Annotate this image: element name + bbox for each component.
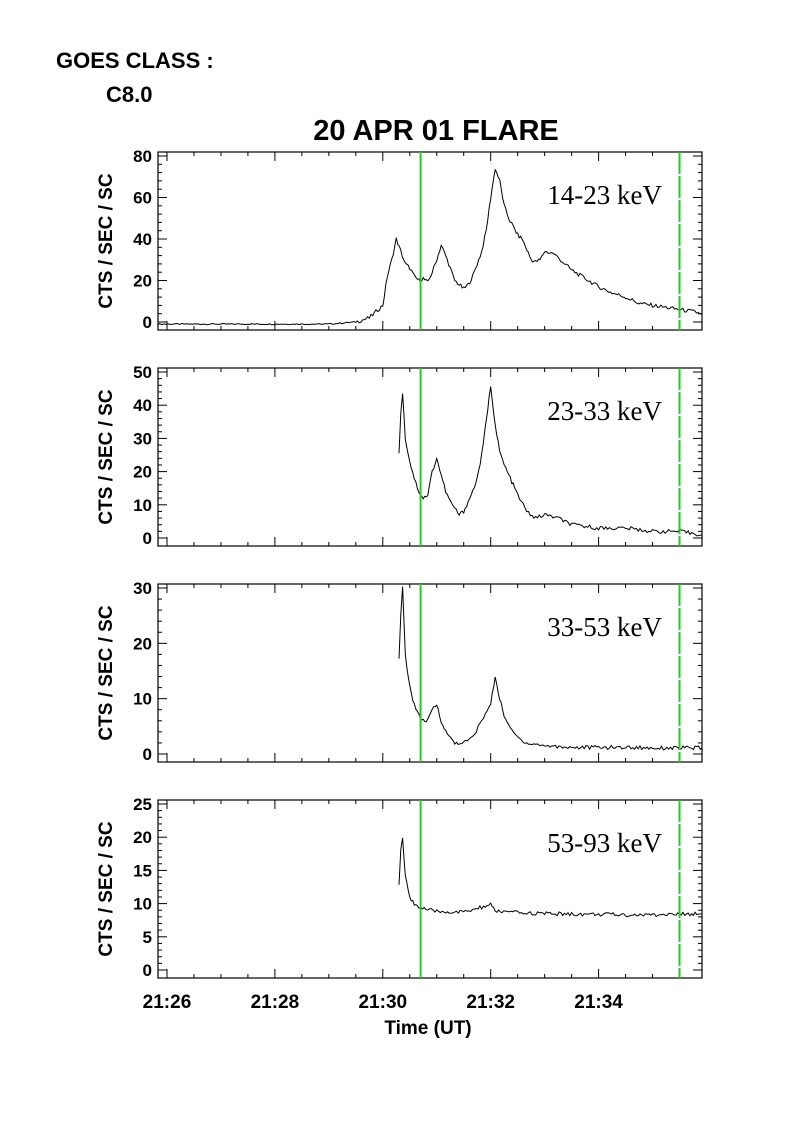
x-tick-label: 21:30 bbox=[358, 992, 407, 1013]
data-trace bbox=[398, 586, 703, 751]
energy-band-label: 33-53 keV bbox=[547, 612, 662, 642]
x-tick-label: 21:32 bbox=[466, 992, 515, 1013]
chart-title: 20 APR 01 FLARE bbox=[313, 115, 559, 147]
energy-band-label: 14-23 keV bbox=[547, 180, 662, 210]
panel-frame bbox=[157, 367, 703, 547]
y-tick-label: 10 bbox=[133, 496, 152, 515]
y-tick-label: 20 bbox=[133, 828, 152, 847]
data-trace bbox=[398, 386, 703, 537]
x-axis-title: Time (UT) bbox=[384, 1018, 471, 1039]
energy-band-label: 53-93 keV bbox=[547, 828, 662, 858]
y-tick-label: 10 bbox=[133, 690, 152, 709]
y-axis-title: CTS / SEC / SC bbox=[96, 605, 117, 740]
y-tick-label: 50 bbox=[133, 363, 152, 382]
y-tick-label: 20 bbox=[133, 634, 152, 653]
panel-frame bbox=[157, 583, 703, 763]
y-tick-label: 25 bbox=[133, 795, 152, 814]
x-tick-label: 21:26 bbox=[143, 992, 192, 1013]
y-tick-label: 0 bbox=[143, 529, 152, 548]
goes-class-value: C8.0 bbox=[106, 82, 153, 107]
y-tick-label: 30 bbox=[133, 579, 152, 598]
y-tick-label: 15 bbox=[133, 861, 152, 880]
y-tick-label: 30 bbox=[133, 429, 152, 448]
energy-band-label: 23-33 keV bbox=[547, 396, 662, 426]
y-tick-label: 80 bbox=[133, 147, 152, 166]
y-tick-label: 0 bbox=[143, 313, 152, 332]
y-axis-title: CTS / SEC / SC bbox=[96, 821, 117, 956]
goes-class-label: GOES CLASS : bbox=[56, 48, 214, 73]
data-trace bbox=[157, 168, 703, 326]
data-trace bbox=[398, 837, 703, 918]
panel-frame bbox=[157, 151, 703, 331]
y-tick-label: 10 bbox=[133, 895, 152, 914]
y-tick-label: 40 bbox=[133, 230, 152, 249]
y-tick-label: 20 bbox=[133, 463, 152, 482]
y-tick-label: 0 bbox=[143, 961, 152, 980]
y-axis-title: CTS / SEC / SC bbox=[96, 389, 117, 524]
y-tick-label: 0 bbox=[143, 745, 152, 764]
y-tick-label: 40 bbox=[133, 396, 152, 415]
y-axis-title: CTS / SEC / SC bbox=[96, 173, 117, 308]
panel-frame bbox=[157, 799, 703, 979]
y-tick-label: 20 bbox=[133, 272, 152, 291]
y-tick-label: 5 bbox=[143, 928, 152, 947]
x-tick-label: 21:34 bbox=[574, 992, 623, 1013]
x-tick-label: 21:28 bbox=[251, 992, 300, 1013]
y-tick-label: 60 bbox=[133, 189, 152, 208]
